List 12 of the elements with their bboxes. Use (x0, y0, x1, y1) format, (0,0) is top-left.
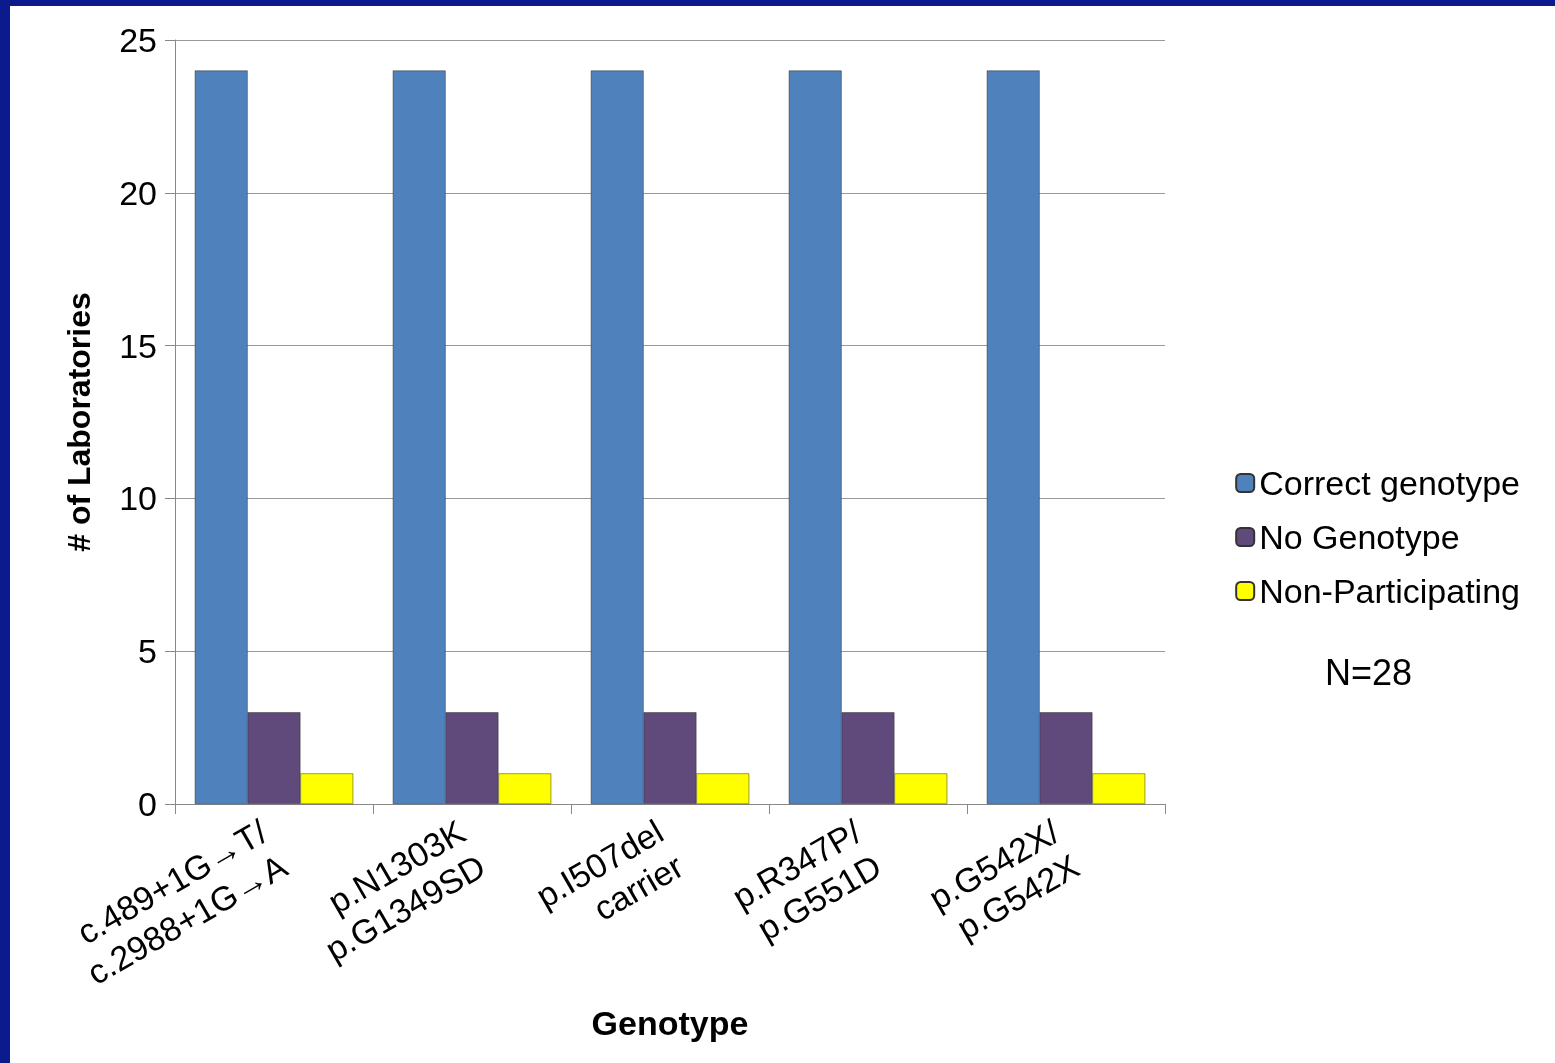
y-tick-label: 15 (119, 326, 157, 365)
legend-label: No Genotype (1259, 518, 1460, 556)
legend-label: Correct genotype (1259, 464, 1520, 502)
y-tick-label: 25 (119, 21, 157, 59)
y-tick-label: 20 (119, 173, 157, 212)
x-axis-title: Genotype (591, 1004, 749, 1042)
y-tick-label: 5 (138, 632, 157, 671)
y-tick-label: 0 (138, 785, 157, 823)
text: N=28 (1325, 651, 1413, 693)
y-tick-label: 10 (119, 479, 157, 518)
y-axis-title: # of Laboratories (61, 292, 97, 552)
legend-label: Non-Participating (1259, 572, 1520, 610)
